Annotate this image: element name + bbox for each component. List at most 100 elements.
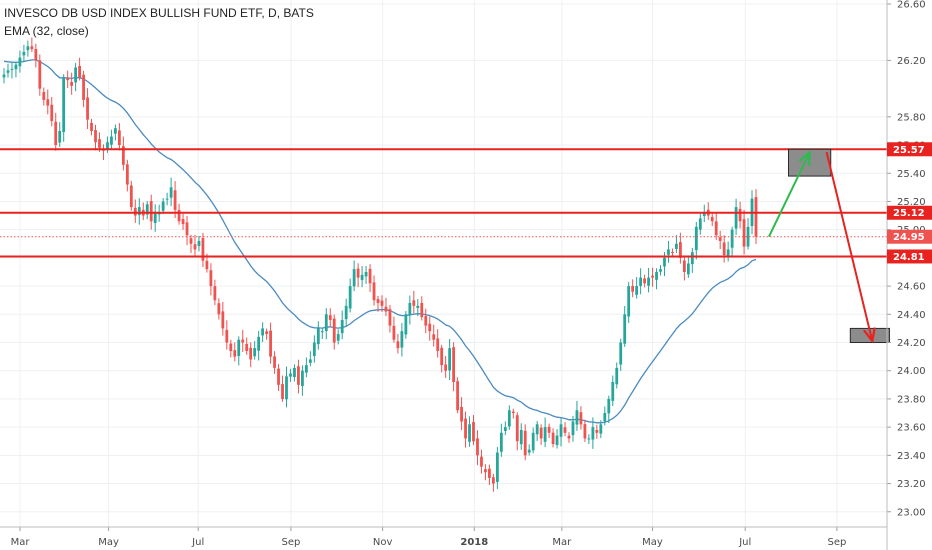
- candle-body: [682, 260, 686, 272]
- candle-body: [523, 430, 527, 456]
- candle-body: [205, 260, 209, 270]
- candle-body: [42, 92, 46, 100]
- candle-body: [82, 74, 85, 100]
- candle-body: [241, 339, 245, 343]
- candle-body: [535, 424, 539, 435]
- candle-body: [348, 286, 352, 309]
- candle-body: [133, 207, 137, 216]
- candle-body: [694, 226, 698, 251]
- candle-body: [734, 207, 738, 229]
- candle-body: [213, 286, 217, 301]
- candle-body: [249, 347, 253, 360]
- candle-body: [344, 305, 348, 320]
- candle-body: [579, 412, 583, 425]
- candle-body: [189, 238, 193, 244]
- candle-body: [460, 406, 463, 422]
- candle-body: [352, 269, 356, 287]
- projection-drawings[interactable]: [768, 148, 890, 342]
- candle-body: [639, 277, 643, 286]
- candle-body: [738, 208, 742, 222]
- candle-body: [324, 314, 328, 332]
- candle-body: [754, 197, 758, 237]
- target-zone[interactable]: [788, 148, 832, 177]
- candle-body: [611, 382, 615, 401]
- candle-body: [102, 149, 105, 151]
- candle-body: [265, 331, 269, 335]
- candle-body: [281, 384, 284, 399]
- x-tick-label: May: [642, 537, 663, 548]
- candle-body: [444, 364, 448, 371]
- candle-body: [86, 97, 89, 120]
- candle-body: [46, 99, 50, 106]
- last-price-label: 24.95: [893, 232, 925, 243]
- candle-body: [599, 424, 603, 434]
- candle-body: [587, 438, 591, 440]
- candle-body: [197, 240, 201, 246]
- candle-body: [698, 218, 702, 230]
- candle-body: [436, 338, 440, 351]
- x-tick-label: Nov: [373, 537, 393, 548]
- candle-body: [372, 282, 376, 301]
- candle-body: [571, 421, 575, 436]
- x-tick-label: 2018: [460, 537, 488, 548]
- candle-body: [2, 74, 6, 78]
- candle-body: [356, 268, 360, 278]
- price-axis[interactable]: 23.00 23.20 23.40 23.60 23.80 24.00 24.20 24.40…: [886, 0, 926, 550]
- candle-body: [472, 422, 475, 442]
- candle-body: [54, 121, 58, 146]
- candle-body: [563, 427, 567, 433]
- candle-body: [519, 429, 523, 445]
- candle-body: [129, 185, 133, 208]
- candle-body: [66, 77, 70, 81]
- candle-body: [90, 122, 93, 131]
- candle-body: [58, 130, 62, 143]
- candle-body: [456, 381, 459, 411]
- candle-body: [257, 336, 261, 351]
- y-tick-label: 24.00: [897, 366, 926, 377]
- time-axis[interactable]: Mar May Jul Sep Nov 2018 Mar May Jul Sep: [0, 526, 887, 548]
- candle-body: [285, 376, 288, 400]
- projection-up-arrow[interactable]: [768, 154, 809, 238]
- candle-body: [169, 187, 173, 198]
- candle-body: [110, 136, 113, 145]
- indicator-label: EMA (32, close): [4, 24, 89, 38]
- candle-body: [440, 347, 444, 366]
- candle-body: [30, 46, 34, 50]
- candle-body: [627, 286, 631, 317]
- candle-body: [511, 411, 515, 414]
- candle-body: [452, 347, 456, 383]
- level-badge: [887, 142, 932, 157]
- candle-body: [515, 415, 519, 442]
- candle-body: [384, 306, 388, 312]
- candle-body: [690, 252, 694, 265]
- candle-body: [14, 64, 18, 70]
- candle-body: [149, 201, 153, 222]
- candle-body: [114, 128, 117, 134]
- candle-body: [209, 270, 213, 287]
- candle-body: [631, 285, 635, 292]
- projection-down-arrow[interactable]: [825, 151, 872, 340]
- candle-body: [181, 219, 185, 225]
- x-tick-label: Mar: [11, 537, 31, 548]
- candle-body: [484, 469, 487, 473]
- candle-body: [619, 342, 623, 365]
- candle-body: [464, 418, 467, 439]
- candle-body: [404, 314, 408, 335]
- y-tick-label: 26.20: [897, 56, 926, 67]
- candle-body: [360, 274, 364, 280]
- candle-body: [125, 164, 129, 185]
- candle-body: [229, 343, 233, 351]
- candle-body: [583, 424, 587, 439]
- candle-body: [245, 344, 249, 351]
- candle-body: [718, 237, 722, 241]
- candle-body: [38, 60, 42, 89]
- candle-body: [74, 67, 78, 83]
- candle-body: [499, 432, 503, 452]
- candle-body: [480, 456, 483, 467]
- gridlines: [0, 0, 887, 527]
- candle-body: [392, 325, 396, 340]
- candle-body: [221, 311, 225, 329]
- candle-body: [201, 238, 205, 261]
- candle-body: [289, 373, 292, 377]
